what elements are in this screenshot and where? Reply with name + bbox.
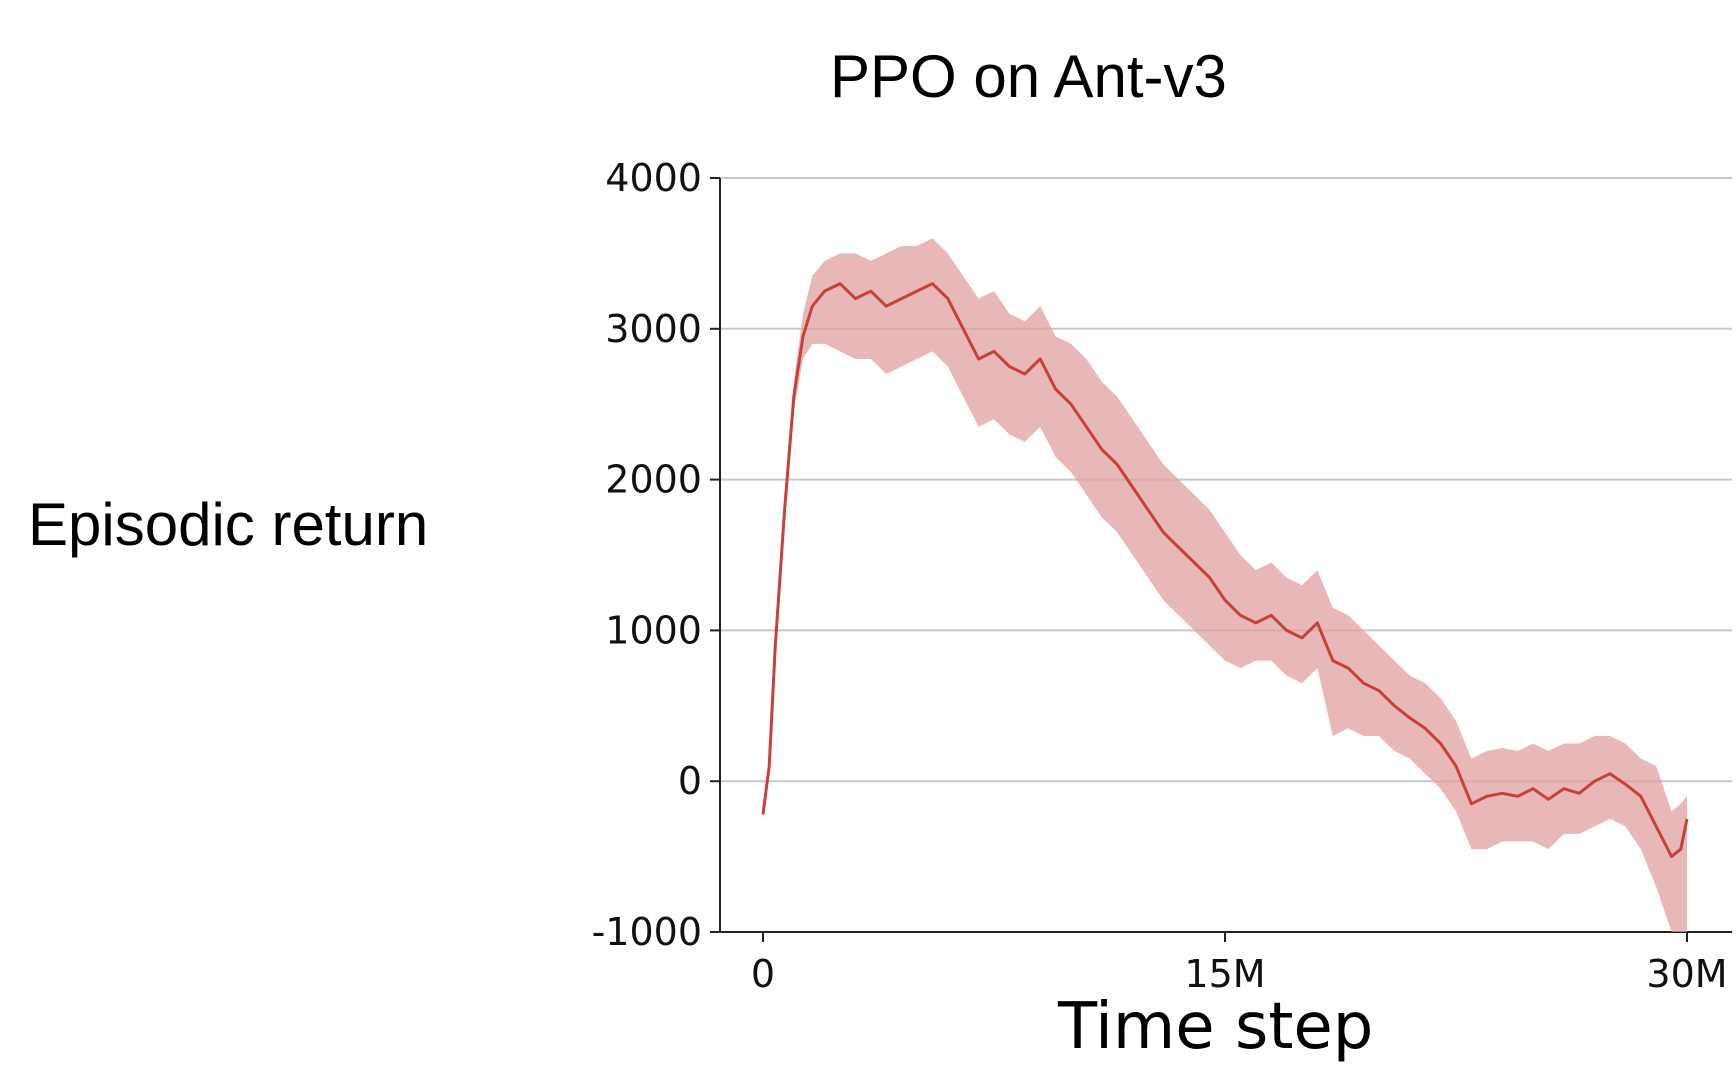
- series-line: [761, 282, 1689, 859]
- x-axis-label: Time step: [1058, 990, 1374, 1064]
- y-tick-label: 1000: [605, 608, 702, 652]
- x-tick-label: 15M: [1184, 952, 1265, 996]
- y-tick-label: -1000: [592, 910, 702, 954]
- y-axis-label: Episodic return: [28, 491, 429, 558]
- y-tick-label: 0: [678, 759, 702, 803]
- confidence-band: [763, 238, 1687, 933]
- y-tick-label: 2000: [605, 458, 702, 502]
- y-tick-label: 3000: [605, 307, 702, 351]
- chart-title: PPO on Ant-v3: [830, 43, 1227, 110]
- x-tick-label: 30M: [1646, 952, 1727, 996]
- y-tick-label: 4000: [605, 156, 702, 200]
- x-tick-label: 0: [751, 952, 775, 996]
